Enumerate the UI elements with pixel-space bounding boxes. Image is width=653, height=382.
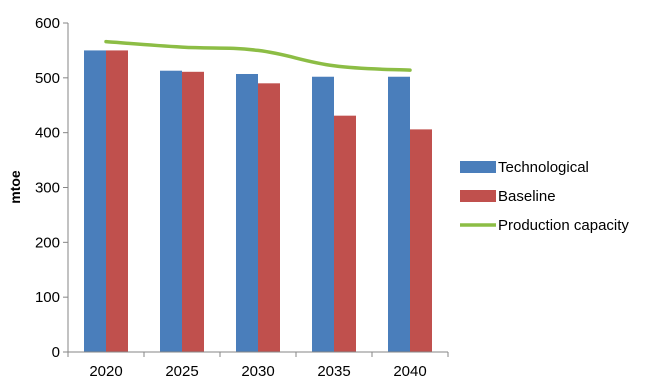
legend: Technological Baseline Production capacity [460,159,629,234]
legend-label-technological: Technological [498,159,589,176]
line-production-capacity [104,39,412,72]
bar-technological-2030 [236,73,258,353]
bars-layer [84,50,432,353]
bar-baseline-2020 [106,50,128,353]
legend-label-production-capacity: Production capacity [498,217,629,234]
y-tick-label: 600 [35,15,60,32]
legend-swatch-technological [460,161,496,173]
x-tick-label: 2020 [89,363,122,380]
y-tick-label: 300 [35,180,60,197]
x-axis: 2020 2025 2030 2035 2040 [67,351,449,380]
x-tick-label: 2030 [241,363,274,380]
legend-swatch-baseline [460,190,496,202]
bar-technological-2035 [312,76,334,352]
x-tick-label: 2025 [165,363,198,380]
y-tick-label: 0 [52,344,60,361]
y-axis-title: mtoe [7,170,23,204]
bar-technological-2020 [84,50,106,353]
bar-technological-2040 [388,76,410,352]
y-axis: 0 100 200 300 400 500 600 [35,15,69,361]
bar-baseline-2025 [182,71,204,352]
y-tick-label: 100 [35,289,60,306]
x-tick-label: 2040 [393,363,426,380]
legend-label-baseline: Baseline [498,188,556,205]
bar-baseline-2040 [410,129,432,352]
y-tick-label: 500 [35,70,60,87]
bar-technological-2025 [160,70,182,352]
x-tick-label: 2035 [317,363,350,380]
line-layer [104,39,412,72]
y-tick-label: 400 [35,125,60,142]
bar-baseline-2030 [258,83,280,353]
bar-baseline-2035 [334,115,356,352]
y-tick-label: 200 [35,234,60,251]
